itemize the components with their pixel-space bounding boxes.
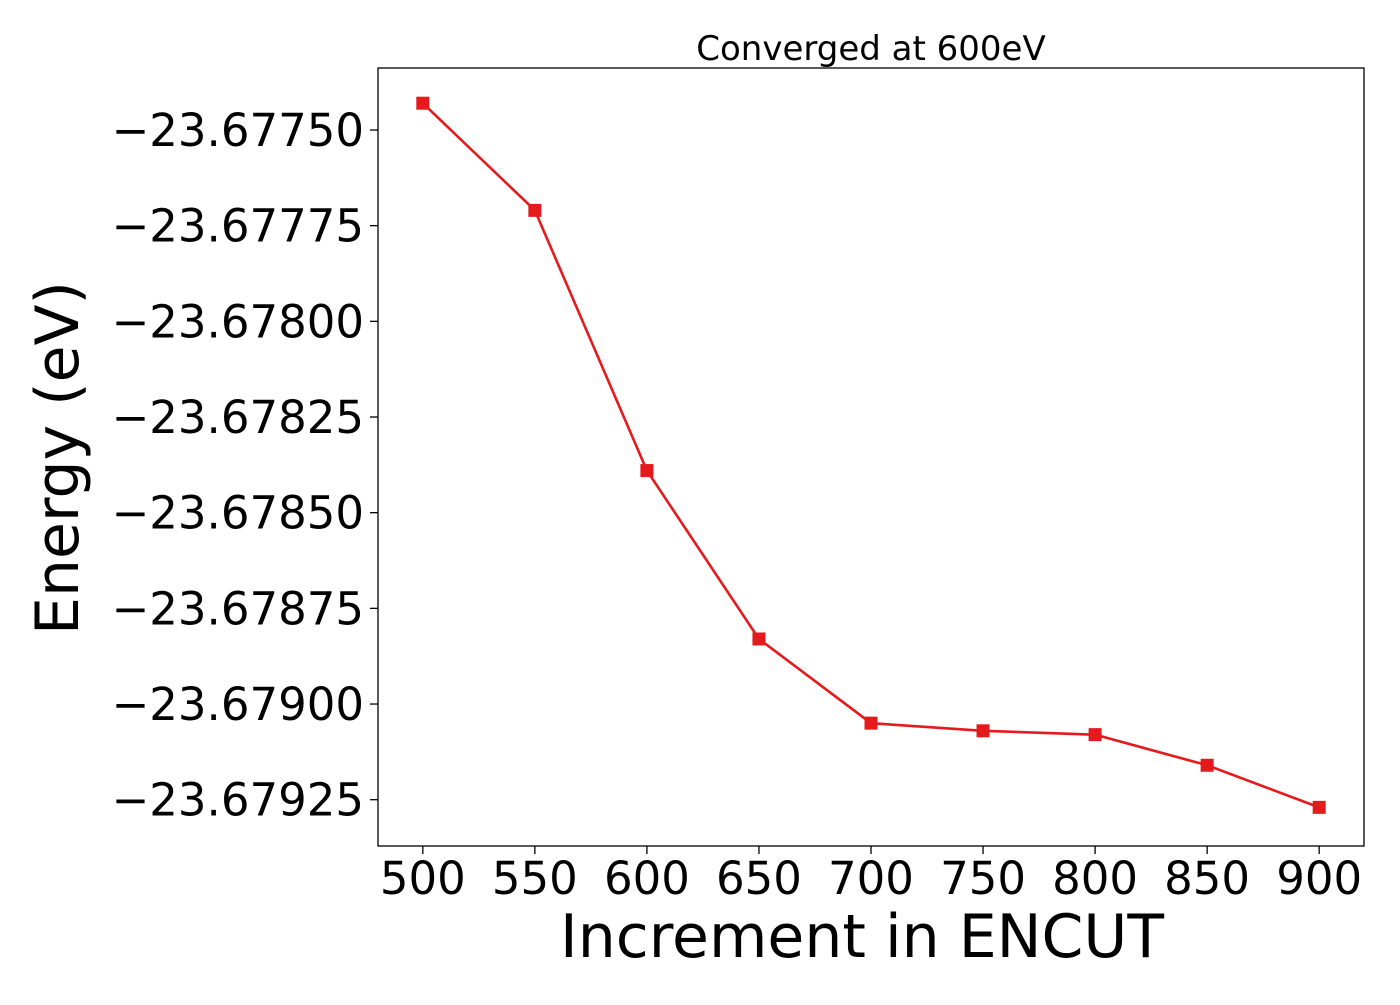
x-tick-label: 750 (940, 852, 1026, 905)
y-tick-label: −23.67850 (112, 487, 364, 540)
y-tick-label: −23.67875 (112, 582, 364, 635)
x-tick-label: 500 (380, 852, 466, 905)
data-point (1200, 758, 1214, 772)
y-tick-label: −23.67925 (112, 774, 364, 827)
data-point (528, 203, 542, 217)
x-tick-label: 550 (492, 852, 578, 905)
x-tick-label: 650 (716, 852, 802, 905)
data-point (1088, 728, 1102, 742)
y-axis-title: Energy (eV) (23, 281, 93, 635)
x-tick-label: 850 (1164, 852, 1250, 905)
data-point (416, 96, 430, 110)
data-point (1312, 800, 1326, 814)
x-tick-label: 900 (1276, 852, 1362, 905)
y-tick-label: −23.67775 (112, 200, 364, 253)
x-tick-label: 600 (604, 852, 690, 905)
y-tick-label: −23.67800 (112, 295, 364, 348)
y-tick-label: −23.67900 (112, 678, 364, 731)
y-tick-label: −23.67750 (112, 104, 364, 157)
x-axis-title: Increment in ENCUT (560, 902, 1164, 972)
x-tick-label: 800 (1052, 852, 1138, 905)
y-tick-label: −23.67825 (112, 391, 364, 444)
data-point (864, 716, 878, 730)
series-line (421, 102, 1320, 809)
chart-title: Converged at 600eV (696, 29, 1045, 69)
x-tick-label: 700 (828, 852, 914, 905)
data-point (640, 464, 654, 478)
data-point (752, 632, 766, 646)
data-point (976, 724, 990, 738)
